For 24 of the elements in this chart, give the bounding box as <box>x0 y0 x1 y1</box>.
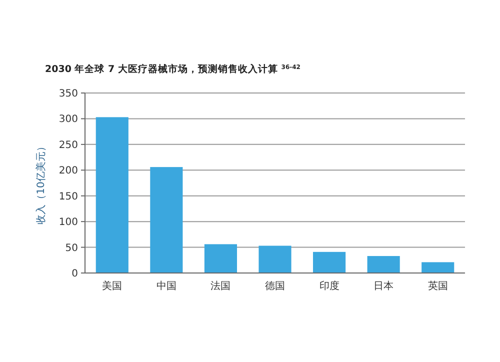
y-tick-label: 350 <box>58 88 78 100</box>
bar <box>96 117 128 273</box>
y-tick-label: 50 <box>65 242 78 254</box>
x-tick-label: 美国 <box>102 280 122 292</box>
bar <box>258 246 292 273</box>
bar <box>204 244 237 273</box>
chart-title: 2030 年全球 7 大医疗器械市场，预测销售收入计算 $^{36-42}$ <box>45 63 300 75</box>
bar <box>367 256 400 273</box>
x-tick-label: 英国 <box>428 280 448 292</box>
x-tick-label: 印度 <box>319 280 340 292</box>
y-tick-label: 300 <box>58 114 78 126</box>
x-tick-label: 德国 <box>265 281 285 292</box>
y-tick-label: 150 <box>58 191 78 202</box>
y-tick-label: 0 <box>72 268 78 280</box>
y-tick-label: 200 <box>58 166 78 177</box>
bar <box>422 262 454 273</box>
x-tick-label: 中国 <box>156 280 176 292</box>
x-tick-label: 法国 <box>210 280 231 292</box>
bar <box>313 252 346 273</box>
y-axis-title: 收入（10亿美元） <box>35 142 47 224</box>
y-tick-label: 100 <box>58 217 78 228</box>
bar <box>150 167 183 273</box>
y-tick-label: 250 <box>58 140 78 151</box>
x-tick-label: 日本 <box>374 280 394 292</box>
